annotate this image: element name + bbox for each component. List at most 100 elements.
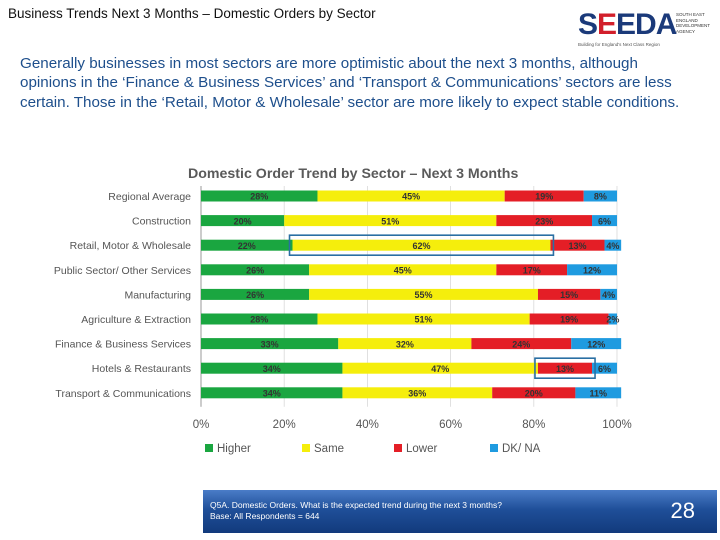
bar-segment-dk-na xyxy=(604,239,622,251)
bar-segment-higher xyxy=(201,239,293,251)
data-label: 34% xyxy=(263,364,281,374)
footer-question-text: Q5A. Domestic Orders. What is the expect… xyxy=(210,500,502,510)
category-label: Retail, Motor & Wholesale xyxy=(70,240,192,252)
bar-segment-same xyxy=(338,338,472,350)
bar-segment-same xyxy=(309,264,497,276)
bar-segment-same xyxy=(317,190,505,202)
chart-title: Domestic Order Trend by Sector – Next 3 … xyxy=(188,166,518,182)
intro-paragraph: Generally businesses in most sectors are… xyxy=(20,55,680,111)
data-label: 26% xyxy=(246,266,264,276)
chart-category-labels: Regional Average Construction Retail, Moto… xyxy=(54,191,191,400)
bar-segment-dk-na xyxy=(592,362,617,374)
bar-segment-dk-na xyxy=(567,264,617,276)
data-label: 32% xyxy=(396,339,414,349)
data-label: 34% xyxy=(263,389,281,399)
data-label: 28% xyxy=(250,315,268,325)
slide-title: Business Trends Next 3 Months – Domestic… xyxy=(8,6,376,21)
data-label: 20% xyxy=(234,216,252,226)
data-label: 4% xyxy=(602,290,615,300)
bar-segment-higher xyxy=(201,362,343,374)
data-label: 23% xyxy=(535,216,553,226)
x-tick-label: 60% xyxy=(439,419,462,431)
highlight-box xyxy=(534,357,596,380)
data-label: 6% xyxy=(598,364,611,374)
bar-segment-dk-na xyxy=(575,387,622,399)
x-tick-label: 80% xyxy=(522,419,545,431)
data-label: 13% xyxy=(568,241,586,251)
data-label: 36% xyxy=(408,389,426,399)
bar-segment-lower xyxy=(471,338,572,350)
data-label: 51% xyxy=(381,216,399,226)
data-label: 4% xyxy=(606,241,619,251)
data-label: 33% xyxy=(261,339,279,349)
data-label: 8% xyxy=(594,192,607,202)
bar-segment-dk-na xyxy=(608,313,617,325)
footer-bar: Q5A. Domestic Orders. What is the expect… xyxy=(203,490,717,533)
bar-segment-lower xyxy=(537,362,593,374)
footer-base-text: Base: All Respondents = 644 xyxy=(210,511,320,521)
data-label: 51% xyxy=(415,315,433,325)
chart-x-tick-labels: 0% 20% 40% 60% 80% 100% xyxy=(193,419,632,431)
data-label: 26% xyxy=(246,290,264,300)
category-label: Hotels & Restaurants xyxy=(92,363,191,375)
bar-segment-dk-na xyxy=(600,288,617,300)
bar-segment-same xyxy=(292,239,551,251)
x-tick-label: 40% xyxy=(356,419,379,431)
data-label: 45% xyxy=(394,266,412,276)
data-label: 28% xyxy=(250,192,268,202)
data-label: 11% xyxy=(590,389,608,399)
category-label: Regional Average xyxy=(108,191,191,203)
data-label: 12% xyxy=(583,266,601,276)
category-label: Public Sector/ Other Services xyxy=(54,265,191,277)
bar-segment-higher xyxy=(201,313,318,325)
legend-label: Higher xyxy=(217,443,251,455)
bar-segment-lower xyxy=(492,387,576,399)
category-label: Transport & Communications xyxy=(55,388,191,400)
legend-label: Same xyxy=(314,443,344,455)
domestic-order-chart: 28% 45% 19% 8% 20% 51% 23% 6% 22% 62% 13% 4% 26% 45% 1… xyxy=(54,166,632,455)
bar-segment-lower xyxy=(504,190,584,202)
bar-segment-higher xyxy=(201,288,310,300)
page-number: 28 xyxy=(670,498,695,523)
x-tick-label: 100% xyxy=(602,419,631,431)
chart-bars: 28% 45% 19% 8% 20% 51% 23% 6% 22% 62% 13% 4% 26% 45% 1… xyxy=(201,190,622,399)
footer-question: Q5A. Domestic Orders. What is the expect… xyxy=(210,500,502,522)
data-label: 19% xyxy=(560,315,578,325)
bar-segment-lower xyxy=(529,313,609,325)
bar-segment-higher xyxy=(201,215,285,227)
bar-segment-higher xyxy=(201,338,339,350)
bar-segment-lower xyxy=(496,215,593,227)
category-label: Finance & Business Services xyxy=(55,339,191,351)
highlight-box xyxy=(288,234,555,256)
bar-segment-lower xyxy=(496,264,568,276)
bar-segment-higher xyxy=(201,387,343,399)
bar-segment-higher xyxy=(201,190,318,202)
bar-segment-same xyxy=(284,215,497,227)
bar-segment-dk-na xyxy=(571,338,622,350)
data-label: 13% xyxy=(556,364,574,374)
legend-swatch-higher xyxy=(205,444,213,452)
bar-segment-dk-na xyxy=(592,215,617,227)
chart-legend: Higher Same Lower DK/ NA xyxy=(205,443,541,455)
data-label: 45% xyxy=(402,192,420,202)
logo-tagline: Building for England's Next Class Region xyxy=(578,42,660,47)
x-tick-label: 0% xyxy=(193,419,210,431)
data-label: 15% xyxy=(560,290,578,300)
data-label: 19% xyxy=(535,192,553,202)
data-label: 47% xyxy=(431,364,449,374)
data-label: 55% xyxy=(415,290,433,300)
bar-segment-same xyxy=(342,362,538,374)
bar-segment-dk-na xyxy=(583,190,617,202)
legend-swatch-dk-na xyxy=(490,444,498,452)
data-label: 17% xyxy=(523,266,541,276)
category-label: Construction xyxy=(132,216,191,228)
data-label: 62% xyxy=(412,241,430,251)
x-tick-label: 20% xyxy=(273,419,296,431)
bar-segment-higher xyxy=(201,264,310,276)
legend-label: Lower xyxy=(406,443,437,455)
data-label: 24% xyxy=(512,339,530,349)
legend-label: DK/ NA xyxy=(502,443,541,455)
data-label: 12% xyxy=(587,339,605,349)
legend-swatch-same xyxy=(302,444,310,452)
bar-segment-lower xyxy=(550,239,605,251)
